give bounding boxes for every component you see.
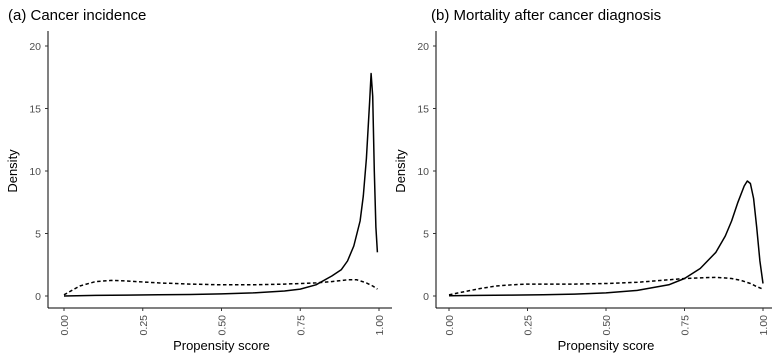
y-tick-label: 20	[417, 41, 429, 53]
chart-title: (b) Mortality after cancer diagnosis	[431, 7, 661, 24]
chart-panel-a: (a) Cancer incidence 0 5 10 15 20 0.00 0.25 0.50…	[5, 7, 392, 353]
dashed-density-line	[63, 279, 378, 296]
x-tick-label: 0.25	[138, 315, 150, 336]
chart-panel-b: (b) Mortality after cancer diagnosis 0 5 10…	[393, 7, 772, 353]
x-tick-label: 0.25	[523, 315, 535, 336]
y-axis-label: Density	[5, 149, 20, 193]
x-axis-label: Propensity score	[173, 338, 270, 353]
dashed-density-line	[448, 276, 764, 296]
x-tick-label: 0.00	[444, 315, 456, 336]
y-axis-label: Density	[393, 149, 408, 193]
y-tick-label: 20	[29, 41, 41, 53]
x-tick-label: 0.50	[601, 315, 613, 336]
x-axis-label: Propensity score	[558, 338, 655, 353]
x-tick-label: 1.00	[374, 315, 386, 336]
x-tick-label: 0.75	[680, 315, 692, 336]
chart-title: (a) Cancer incidence	[8, 7, 146, 24]
solid-density-line	[63, 72, 379, 297]
x-tick-label: 0.75	[295, 315, 307, 336]
x-tick-label: 0.50	[217, 315, 229, 336]
x-tick-label: 0.00	[59, 315, 71, 336]
solid-density-line	[448, 180, 764, 297]
x-tick-label: 1.00	[758, 315, 770, 336]
y-tick-label: 10	[417, 166, 429, 178]
y-tick-label: 0	[35, 291, 41, 303]
y-tick-label: 5	[35, 229, 41, 241]
y-tick-label: 0	[423, 291, 429, 303]
y-tick-label: 10	[29, 166, 41, 178]
y-tick-label: 15	[417, 104, 429, 116]
y-tick-label: 5	[423, 229, 429, 241]
y-tick-label: 15	[29, 104, 41, 116]
